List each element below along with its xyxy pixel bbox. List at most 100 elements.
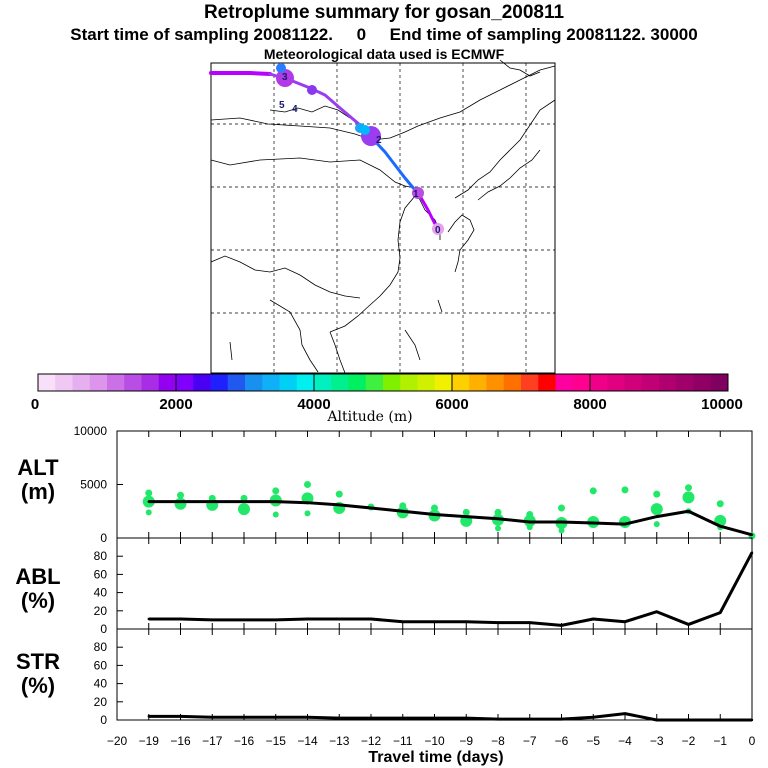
colorbar-swatch <box>245 374 263 391</box>
y-tick-label: 60 <box>94 567 108 581</box>
data-point <box>306 617 309 621</box>
data-point <box>750 551 754 554</box>
data-point <box>369 617 373 621</box>
scatter-point <box>335 490 343 498</box>
scatter-point <box>748 532 756 540</box>
data-point <box>560 624 563 627</box>
x-tick-label: −11 <box>393 734 413 748</box>
data-point <box>179 715 182 718</box>
data-point <box>179 500 182 503</box>
colorbar-swatch <box>262 374 280 391</box>
panel-frame <box>116 430 753 539</box>
cluster-labels: 5 4 3 2 1 0 <box>279 72 441 236</box>
track-segment-4 <box>418 194 440 232</box>
data-point <box>274 618 277 622</box>
y-tick-label: 80 <box>94 640 108 654</box>
plot-title: Retroplume summary for gosan_200811 <box>203 2 565 23</box>
colorbar-swatch <box>365 374 384 391</box>
data-point <box>528 621 531 624</box>
scatter-point <box>431 504 438 512</box>
colorbar-title: Altitude (m) <box>327 409 413 425</box>
scatter-point <box>208 494 216 502</box>
y-tick-label: 20 <box>94 604 108 618</box>
colorbar-swatch <box>555 374 574 391</box>
data-point <box>211 500 214 503</box>
scatter-point <box>555 517 568 530</box>
colorbar-swatch <box>676 374 694 391</box>
scatter-point <box>492 513 504 526</box>
str-panel-label: STR (%) <box>16 649 60 698</box>
colorbar-swatch <box>210 374 229 391</box>
x-tick-label: −15 <box>266 734 287 748</box>
x-tick-label: −9 <box>459 734 473 748</box>
x-tick-label: −20 <box>107 734 128 748</box>
colorbar-swatch <box>452 374 470 391</box>
x-tick-label: −10 <box>424 734 445 748</box>
scatter-point <box>333 502 346 515</box>
series-line <box>148 551 754 627</box>
scatter-point <box>272 487 280 495</box>
data-point <box>719 611 722 614</box>
y-tick-label: 20 <box>94 695 108 709</box>
colorbar-swatch <box>503 374 522 391</box>
data-point <box>623 712 627 715</box>
scatter-point <box>685 484 692 492</box>
data-point <box>687 718 690 722</box>
colorbar-swatch <box>176 374 194 391</box>
colorbar-swatches <box>38 374 729 391</box>
scatter-point <box>653 490 661 498</box>
scatter-point <box>526 510 534 518</box>
data-point <box>592 716 595 719</box>
data-point <box>719 718 722 722</box>
scatter-point <box>269 494 282 507</box>
x-tick-labels: −20 −19 −16 −17 −16 −15 −14 −13 −12 −11 −10 −9 −8 −7−… <box>107 734 756 748</box>
y-tick-label: 0 <box>100 622 107 636</box>
data-point <box>242 716 246 719</box>
sampling-time-line: Start time of sampling 20081122. 0 End t… <box>70 25 698 44</box>
scatter-point <box>526 524 533 531</box>
cluster-circle <box>355 123 365 133</box>
cluster-label: 3 <box>282 72 288 83</box>
colorbar-swatch <box>659 374 677 391</box>
coastlines <box>210 59 556 374</box>
x-tick-label: −16 <box>170 734 191 748</box>
x-tick-label: −17 <box>202 734 223 748</box>
data-point <box>496 717 500 721</box>
colorbar-tick-label: 2000 <box>159 396 193 413</box>
colorbar-swatch <box>348 374 367 391</box>
data-point <box>560 520 563 524</box>
scatter-point <box>716 500 724 508</box>
colorbar-swatch <box>572 374 591 391</box>
colorbar-swatch <box>521 374 539 391</box>
cluster-circle <box>412 187 424 199</box>
data-point <box>147 617 150 621</box>
x-tick-label: −6 <box>555 734 569 748</box>
data-point <box>655 718 658 722</box>
data-point <box>433 620 436 623</box>
data-point <box>274 500 277 503</box>
colorbar-swatch <box>538 374 556 391</box>
data-point <box>306 501 309 504</box>
data-point <box>623 620 627 623</box>
scatter-point <box>685 508 692 515</box>
scatter-point <box>523 514 536 527</box>
alt-panel-label: ALT (m) <box>17 455 59 504</box>
x-tick-label: −16 <box>234 734 255 748</box>
x-tick-label: −2 <box>682 734 696 748</box>
x-tick-label: 0 <box>749 734 756 748</box>
map-frame <box>210 62 556 374</box>
colorbar-dividers <box>175 374 591 391</box>
y-tick-label: 5000 <box>80 478 107 492</box>
scatter-point <box>717 524 724 531</box>
data-point <box>147 500 150 503</box>
data-point <box>592 617 595 621</box>
scatter-point <box>174 497 187 510</box>
data-point <box>338 503 341 507</box>
scatter-point <box>272 511 279 518</box>
x-tick-label: −1 <box>713 734 727 748</box>
cluster-circle <box>276 69 294 87</box>
colorbar-tick-label: 8000 <box>573 396 607 413</box>
data-point <box>306 716 309 719</box>
scatter-point <box>494 508 502 516</box>
